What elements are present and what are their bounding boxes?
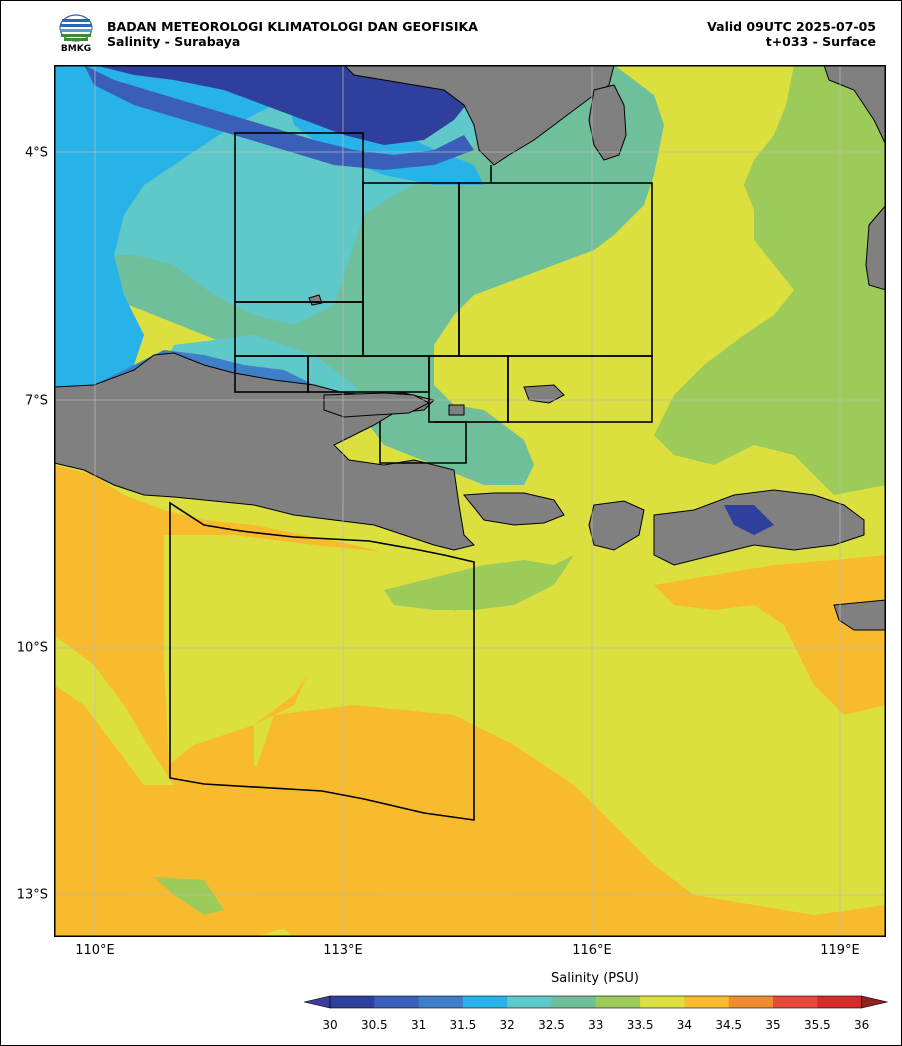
colorbar-segment <box>462 996 508 1008</box>
land-kangean <box>523 384 565 404</box>
lat-label-10s: 10°S <box>16 640 48 656</box>
land-sumba-edge <box>833 599 886 631</box>
colorbar-segment <box>595 996 641 1008</box>
land-kalimantan-east <box>588 84 627 161</box>
lat-label-4s: 4°S <box>24 145 48 161</box>
zone-box-8 <box>507 355 653 423</box>
colorbar-segment <box>728 996 774 1008</box>
salinity-map[interactable] <box>54 65 886 937</box>
colorbar-segment <box>507 996 552 1008</box>
sea-field-30.5 <box>84 65 474 170</box>
colorbar-over-arrow <box>861 995 888 1009</box>
land-sulawesi-nw <box>823 65 886 146</box>
colorbar-tick-label: 33.5 <box>626 1018 654 1032</box>
colorbar-segment <box>551 996 597 1008</box>
sea-field-33-north <box>54 65 886 495</box>
valid-time: Valid 09UTC 2025-07-05 <box>707 19 876 34</box>
zone-box-9 <box>379 421 467 464</box>
colorbar-tick-label: 35 <box>765 1018 781 1032</box>
colorbar <box>303 994 888 1013</box>
colorbar-under-arrow <box>303 995 331 1009</box>
land-lombok <box>588 500 645 551</box>
land-small-island-2 <box>448 404 465 416</box>
lead-time: t+033 - Surface <box>765 34 876 49</box>
colorbar-tick-label: 34 <box>676 1018 693 1032</box>
lon-label-119e: 119°E <box>820 943 860 958</box>
colorbar-tick-label: 35.5 <box>803 1018 831 1032</box>
land-sumbawa-bay <box>724 505 774 535</box>
land-bali <box>463 492 565 526</box>
sea-field-33-east <box>754 305 886 485</box>
colorbar-segment <box>374 996 420 1008</box>
colorbar-segment <box>418 996 464 1008</box>
bmkg-logo: BMKG <box>57 12 95 56</box>
colorbar-segment <box>640 996 685 1008</box>
colorbar-tick-label: 31 <box>410 1018 427 1032</box>
colorbar-title: Salinity (PSU) <box>551 971 639 986</box>
colorbar-tick-label: 30 <box>322 1018 338 1032</box>
sea-field-33-sw <box>154 877 224 915</box>
colorbar-tick-label: 36 <box>853 1018 870 1032</box>
graticule <box>54 65 886 937</box>
forecast-zones <box>169 132 653 821</box>
org-title: BADAN METEOROLOGI KLIMATOLOGI DAN GEOFIS… <box>107 19 478 34</box>
sea-field-33-lombok <box>384 555 574 610</box>
sea-field-33.5-south <box>54 635 174 785</box>
lon-label-116e: 116°E <box>572 943 612 958</box>
colorbar-segment <box>330 996 375 1008</box>
colorbar-tick-label: 31.5 <box>449 1018 477 1032</box>
colorbar-tick-label: 30.5 <box>360 1018 388 1032</box>
land-madura <box>323 392 431 418</box>
logo-text: BMKG <box>60 44 92 54</box>
sea-field-34-east <box>654 555 886 715</box>
sea-field-33.5-mid <box>164 535 454 765</box>
zone-box-south <box>169 501 475 821</box>
lat-label-7s: 7°S <box>24 393 48 409</box>
colorbar-segment <box>773 996 818 1008</box>
colorbar-tick-label: 33 <box>588 1018 604 1032</box>
lon-label-110e: 110°E <box>75 943 115 958</box>
colorbar-tick-label: 32.5 <box>538 1018 565 1032</box>
colorbar-segment <box>817 996 863 1008</box>
sea-field-34-center <box>224 705 886 937</box>
map-border <box>54 65 886 937</box>
land-sulawesi-sw <box>865 204 886 291</box>
sea-field-30 <box>94 65 484 145</box>
lat-label-13s: 13°S <box>16 887 48 903</box>
colorbar-tick-label: 32 <box>499 1018 515 1032</box>
lon-label-113e: 113°E <box>323 943 363 958</box>
colorbar-segment <box>684 996 730 1008</box>
colorbar-tick-label: 34.5 <box>715 1018 743 1032</box>
sea-field-31.5 <box>54 65 294 395</box>
product-subtitle: Salinity - Surabaya <box>107 34 241 49</box>
